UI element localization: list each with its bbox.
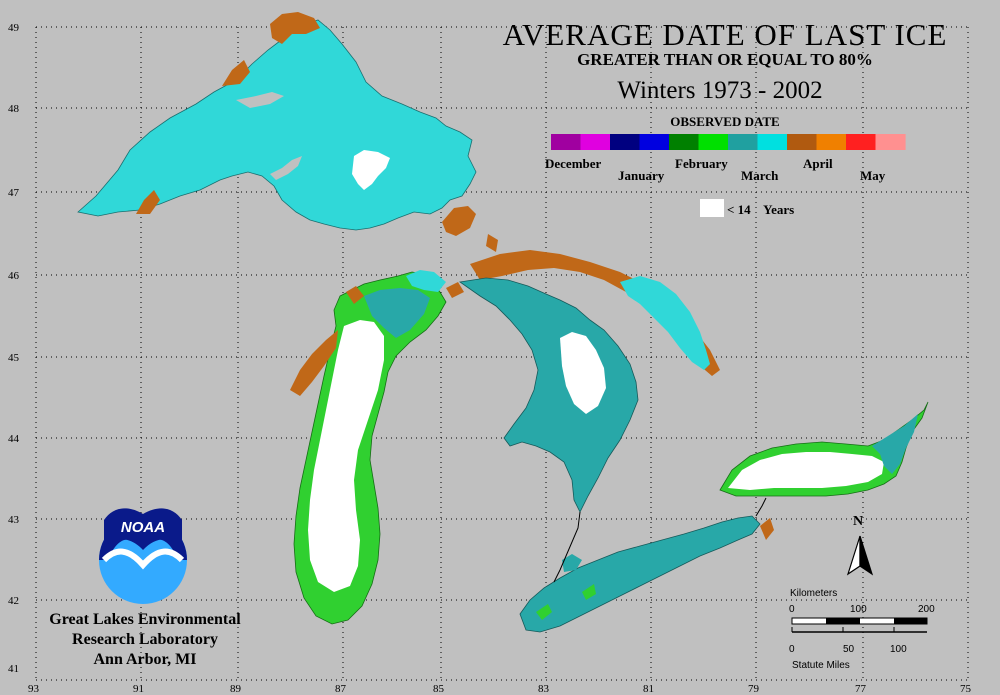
legend-swatch bbox=[580, 134, 611, 150]
credits: Great Lakes Environmental Research Labor… bbox=[49, 611, 241, 668]
lon-label: 79 bbox=[748, 683, 760, 695]
lon-label: 83 bbox=[538, 683, 550, 695]
lon-label: 81 bbox=[643, 683, 654, 695]
huron-white-patch bbox=[560, 332, 606, 414]
legend-month-april: April bbox=[803, 156, 833, 171]
scale-km-tick: 0 bbox=[789, 604, 795, 615]
lon-label: 85 bbox=[433, 683, 445, 695]
legend-month-march: March bbox=[741, 168, 779, 183]
legend-swatch bbox=[610, 134, 641, 150]
scale-km-tick: 100 bbox=[850, 604, 867, 615]
michigan-white-patch bbox=[308, 320, 384, 592]
lake-michigan bbox=[290, 270, 464, 625]
map-title: AVERAGE DATE OF LAST ICE bbox=[503, 17, 948, 52]
ontario-white-patch bbox=[728, 452, 884, 490]
lat-label: 47 bbox=[8, 187, 20, 199]
lat-label: 41 bbox=[8, 663, 19, 675]
title-block: AVERAGE DATE OF LAST ICE GREATER THAN OR… bbox=[503, 17, 948, 104]
credit-line-2: Research Laboratory bbox=[72, 631, 218, 648]
legend-swatch bbox=[787, 134, 818, 150]
lat-label: 48 bbox=[8, 103, 20, 115]
lat-label: 42 bbox=[8, 595, 19, 607]
lat-label: 43 bbox=[8, 514, 20, 526]
legend-swatch bbox=[698, 134, 729, 150]
legend-swatch bbox=[816, 134, 847, 150]
scale-bar: Kilometers 0 100 200 0 50 100 Statute Mi… bbox=[789, 588, 935, 671]
legend-swatch bbox=[757, 134, 788, 150]
legend-month-december: December bbox=[545, 156, 602, 171]
legend-swatch bbox=[639, 134, 670, 150]
scale-mi-label: Statute Miles bbox=[792, 660, 850, 671]
latitude-labels: 49 48 47 46 45 44 43 42 41 bbox=[8, 22, 20, 675]
winters-range: Winters 1973 - 2002 bbox=[617, 77, 822, 104]
lon-label: 91 bbox=[133, 683, 144, 695]
noaa-logo-text: NOAA bbox=[121, 519, 165, 536]
legend-swatch bbox=[551, 134, 582, 150]
lake-superior bbox=[77, 12, 477, 236]
scale-km-tick: 200 bbox=[918, 604, 935, 615]
lon-label: 93 bbox=[28, 683, 40, 695]
legend-month-february: February bbox=[675, 156, 728, 171]
lon-label: 89 bbox=[230, 683, 242, 695]
lat-label: 46 bbox=[8, 270, 20, 282]
scale-km-label: Kilometers bbox=[790, 588, 837, 599]
legend-month-january: January bbox=[618, 168, 665, 183]
lake-huron bbox=[458, 276, 710, 513]
north-label: N bbox=[853, 514, 863, 529]
lon-label: 77 bbox=[855, 683, 867, 695]
color-legend: OBSERVED DATE December January February … bbox=[545, 114, 906, 217]
legend-swatch bbox=[669, 134, 700, 150]
longitude-labels: 93 91 89 87 85 83 81 79 77 75 bbox=[28, 683, 972, 695]
noaa-logo: NOAA bbox=[99, 508, 187, 604]
legend-white-swatch bbox=[700, 199, 724, 217]
lon-label: 87 bbox=[335, 683, 347, 695]
lon-label: 75 bbox=[960, 683, 972, 695]
legend-white-label: < 14 Years bbox=[727, 202, 794, 217]
north-arrow: N bbox=[846, 514, 874, 576]
legend-header: OBSERVED DATE bbox=[670, 114, 779, 129]
legend-swatch bbox=[846, 134, 877, 150]
scale-mi-tick: 100 bbox=[890, 644, 907, 655]
credit-line-3: Ann Arbor, MI bbox=[94, 651, 197, 668]
legend-month-may: May bbox=[860, 168, 886, 183]
scale-mi-tick: 0 bbox=[789, 644, 795, 655]
lat-label: 45 bbox=[8, 352, 20, 364]
credit-line-1: Great Lakes Environmental bbox=[49, 611, 241, 628]
legend-swatch bbox=[728, 134, 759, 150]
map-subtitle: GREATER THAN OR EQUAL TO 80% bbox=[577, 50, 873, 69]
superior-white-patch bbox=[352, 150, 390, 190]
legend-swatches bbox=[551, 134, 906, 150]
scale-mi-tick: 50 bbox=[843, 644, 855, 655]
connecting-rivers bbox=[553, 497, 767, 583]
lake-erie bbox=[519, 515, 774, 633]
legend-swatch bbox=[875, 134, 906, 150]
lake-ontario bbox=[719, 401, 929, 497]
lat-label: 49 bbox=[8, 22, 20, 34]
lat-label: 44 bbox=[8, 433, 20, 445]
